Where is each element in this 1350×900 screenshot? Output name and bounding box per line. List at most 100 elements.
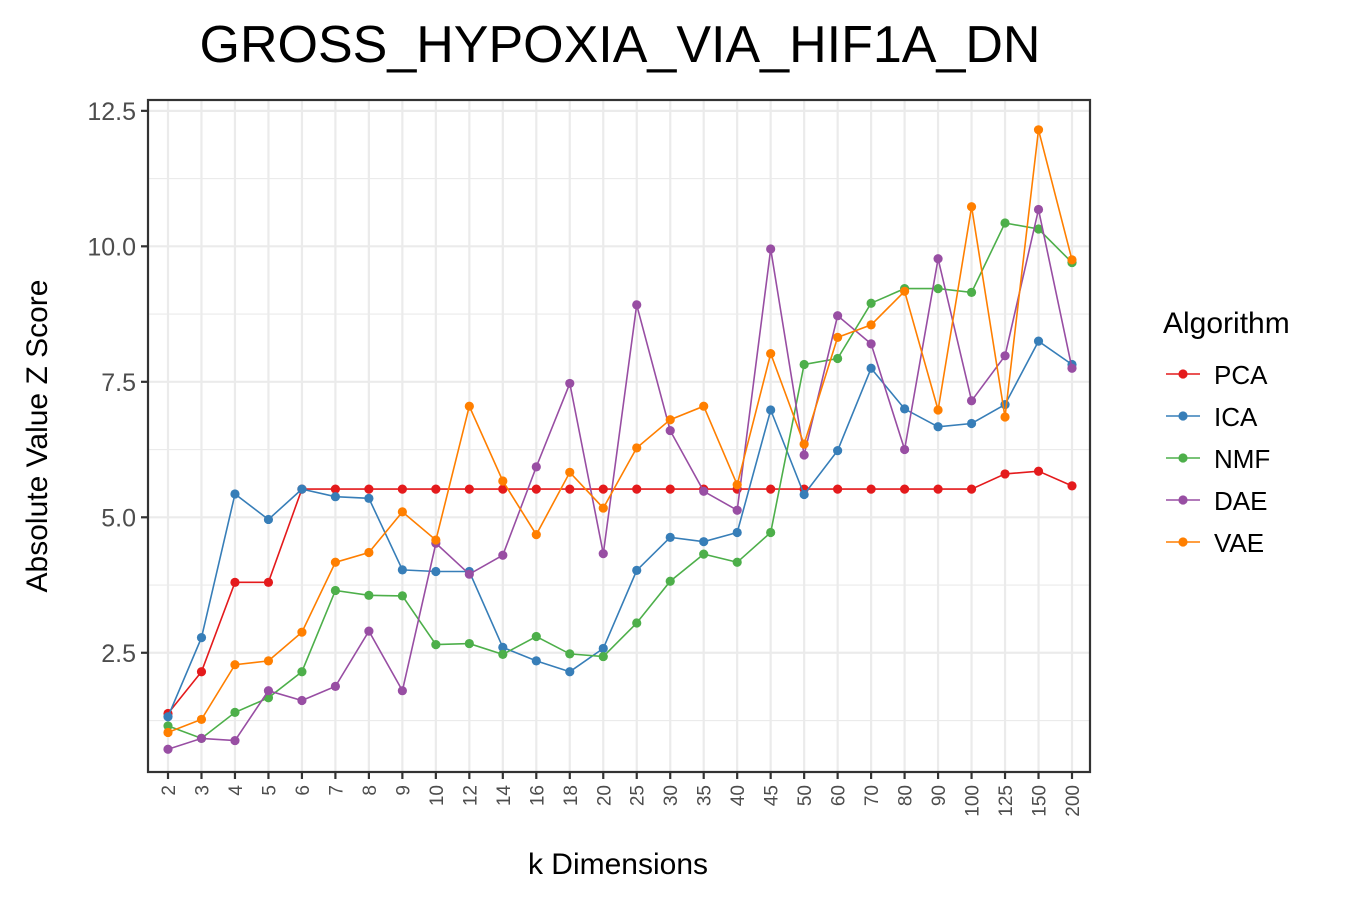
data-point-pca [364, 484, 374, 494]
data-point-ica [263, 514, 274, 525]
data-point-dae [1000, 351, 1010, 361]
data-point-nmf [464, 638, 474, 649]
data-point-vae [397, 507, 407, 517]
data-point-pca [531, 484, 541, 494]
data-point-dae [565, 378, 575, 389]
data-point-vae [833, 332, 843, 342]
data-point-pca [766, 484, 776, 494]
data-point-dae [163, 744, 173, 754]
data-point-vae [665, 415, 675, 425]
data-point-nmf [699, 549, 709, 559]
data-point-nmf [833, 353, 843, 364]
series-line-dae [167, 209, 1073, 750]
data-point-ica [966, 418, 977, 429]
data-point-pca [230, 577, 240, 587]
data-point-nmf [665, 576, 675, 586]
legend-swatch-point [1178, 537, 1188, 547]
y-tick-label: 2.5 [101, 640, 136, 668]
legend-swatch-point [1178, 453, 1188, 463]
data-point-dae [531, 462, 541, 472]
legend-swatch-point [1178, 369, 1188, 379]
data-point-ica [230, 489, 240, 499]
y-tick-label: 7.5 [101, 369, 136, 397]
data-point-nmf [799, 359, 809, 370]
data-point-pca [899, 484, 910, 494]
legend-swatch-point [1178, 411, 1188, 421]
data-point-ica [699, 537, 709, 547]
data-point-nmf [1000, 218, 1010, 228]
x-tick-label: 70 [862, 785, 883, 806]
x-tick-label: 5 [259, 785, 280, 796]
data-point-nmf [732, 557, 742, 567]
data-point-ica [196, 633, 207, 643]
x-tick-label: 8 [360, 785, 381, 796]
x-tick-label: 200 [1063, 785, 1084, 817]
x-tick-label: 30 [661, 785, 682, 806]
data-point-ica [163, 712, 173, 722]
data-point-vae [1067, 255, 1077, 265]
series-pca [163, 466, 1077, 719]
series-line-pca [167, 470, 1073, 715]
data-point-pca [598, 484, 608, 494]
data-point-vae [565, 467, 575, 477]
data-point-ica [397, 565, 407, 575]
data-point-vae [531, 530, 541, 540]
data-point-ica [866, 363, 876, 373]
data-point-vae [230, 660, 240, 670]
data-point-vae [632, 443, 642, 453]
data-point-dae [1067, 363, 1077, 373]
series-ica [163, 336, 1077, 722]
data-point-dae [866, 339, 876, 349]
data-point-nmf [1033, 224, 1044, 234]
data-point-vae [464, 401, 474, 411]
x-tick-label: 125 [996, 785, 1017, 817]
data-point-ica [665, 532, 675, 542]
legend-item-vae: VAE [1166, 528, 1264, 558]
data-point-nmf [531, 631, 541, 642]
data-point-vae [866, 320, 876, 330]
data-point-vae [498, 476, 508, 486]
data-point-ica [431, 566, 441, 577]
data-point-pca [665, 484, 675, 494]
x-tick-label: 18 [561, 785, 582, 806]
series-nmf [163, 218, 1077, 744]
data-point-dae [330, 681, 341, 691]
data-point-nmf [230, 707, 240, 717]
data-point-dae [799, 450, 809, 460]
legend-item-ica: ICA [1166, 402, 1258, 432]
data-point-dae [966, 396, 977, 406]
x-tick-label: 20 [594, 785, 615, 806]
data-point-ica [498, 642, 508, 652]
x-tick-label: 60 [829, 785, 850, 806]
data-point-vae [1033, 125, 1044, 135]
data-point-ica [899, 404, 910, 414]
data-point-nmf [766, 527, 776, 538]
data-point-vae [297, 627, 307, 637]
data-point-vae [263, 656, 274, 666]
data-point-dae [766, 244, 776, 254]
data-point-vae [933, 405, 943, 415]
data-point-vae [799, 439, 809, 449]
legend-item-dae: DAE [1166, 486, 1267, 516]
data-point-nmf [632, 618, 642, 628]
chart-title: GROSS_HYPOXIA_VIA_HIF1A_DN [200, 16, 1041, 74]
data-point-dae [833, 311, 843, 321]
data-point-ica [766, 405, 776, 415]
data-point-vae [598, 503, 608, 513]
x-tick-label: 10 [427, 785, 448, 806]
legend: Algorithm PCA ICA NMF DAE VAE [1163, 307, 1290, 558]
data-point-pca [1033, 466, 1044, 476]
data-point-pca [196, 667, 207, 677]
x-tick-label: 3 [192, 785, 213, 796]
data-point-vae [196, 714, 207, 725]
data-point-dae [196, 733, 207, 744]
data-point-vae [732, 480, 742, 490]
x-tick-label: 2 [159, 785, 180, 796]
data-point-ica [364, 493, 374, 503]
data-point-nmf [431, 640, 441, 650]
series-dae [163, 204, 1077, 754]
legend-title: Algorithm [1163, 307, 1290, 340]
data-point-pca [565, 484, 575, 494]
x-tick-label: 90 [929, 785, 950, 806]
